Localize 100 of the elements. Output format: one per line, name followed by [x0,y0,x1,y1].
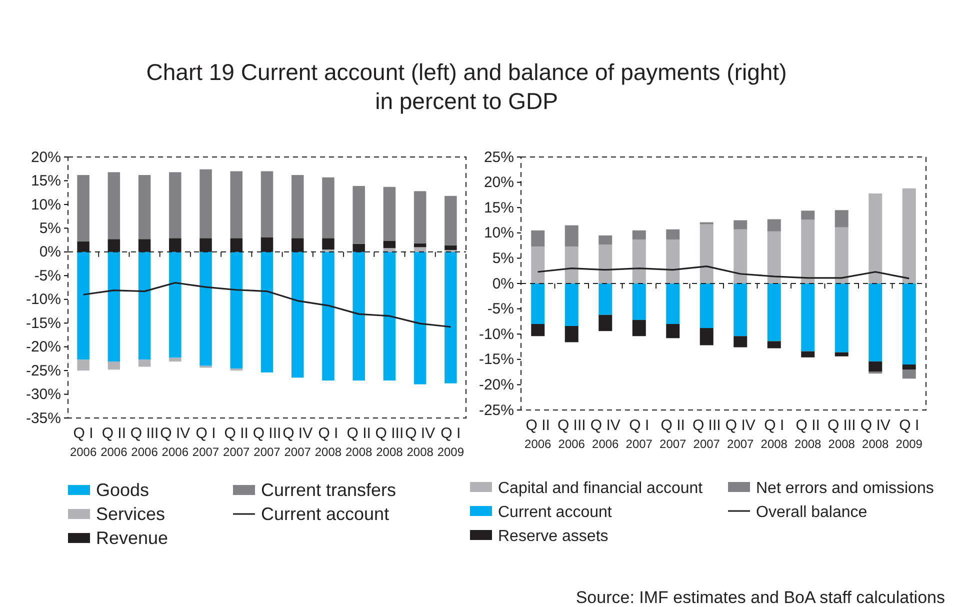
bar [700,284,714,328]
bar [291,175,304,238]
bar [531,230,545,247]
legend-label: Current account [498,504,612,521]
y-tick-label: -10% [478,326,514,343]
y-tick-label: -20% [26,338,61,356]
bar [868,193,882,284]
bar [230,252,243,369]
y-tick-label: 10% [484,224,514,242]
x-tick-label: Q II 2006 [100,425,128,459]
bar [383,248,396,252]
bar [322,177,334,238]
x-tick-label: Q III 2006 [557,417,586,451]
x-tick-label: Q II 2008 [345,425,373,459]
bar [868,284,882,362]
y-tick-label: 20% [30,148,61,166]
y-tick-label: 5% [39,220,61,237]
x-tick-label: Q III 2008 [827,417,856,451]
bar [77,175,90,242]
x-tick-label: Q IV 2006 [160,425,190,459]
x-tick-label: Q II 2008 [794,417,822,451]
bar [734,229,748,284]
bar [902,284,916,364]
legend-label: Goods [96,480,150,500]
line-series [537,265,910,280]
bar [598,284,612,315]
bar [801,351,815,358]
bar [531,324,545,336]
y-tick-label: 0% [492,275,514,292]
y-tick-label: 20% [484,174,514,192]
bar [260,252,274,372]
bar [352,252,365,381]
bar [834,210,848,228]
x-tick-label: Q I 2007 [192,425,220,459]
x-tick-label: Q I 2009 [896,417,923,451]
bar [383,252,396,381]
bar [868,361,882,372]
bar [444,196,457,246]
bar [564,246,578,284]
x-tick-label: Q III 2007 [252,425,282,459]
bar [767,231,781,284]
bar [834,227,848,284]
bar [564,326,578,342]
bar [108,362,120,370]
bar [834,352,848,356]
x-tick-label: Q I 2009 [437,425,464,459]
x-tick-label: Q I 2008 [314,425,342,459]
y-tick-label: 10% [30,196,61,214]
x-tick-label: Q IV 2006 [590,417,620,451]
y-tick-label: -25% [478,402,514,419]
bar [383,240,396,248]
bar [767,284,781,342]
bar [734,284,748,336]
bar [108,252,120,362]
legend-label: Reserve assets [498,528,608,545]
y-tick-label: -15% [478,351,514,368]
bar [77,252,90,360]
bar [902,370,916,379]
bar [666,284,680,324]
legend-label: Net errors and omissions [756,480,934,497]
bar [200,252,212,366]
bar [834,284,848,352]
bar [598,235,612,245]
source-note: Source: IMF estimates and BoA staff calculations [576,588,945,607]
bar [632,284,646,320]
y-tick-label: -5% [487,300,514,318]
legend-label: Revenue [96,528,168,548]
bar [700,224,714,284]
x-tick-label: Q II 2007 [660,417,687,451]
bar [230,171,243,238]
bar [138,175,151,240]
legend-label: Overall balance [756,504,868,521]
bar [138,252,151,360]
bar [700,328,714,346]
bar [169,172,182,238]
bar [383,186,396,241]
x-tick-label: Q IV 2007 [282,425,313,459]
y-tick-label: 15% [484,199,514,216]
x-tick-label: Q II 2007 [223,425,250,459]
y-tick-label: -10% [26,291,61,308]
bar [564,225,578,247]
bar [322,252,334,381]
bar [801,210,815,220]
line-series [82,282,452,328]
bar [666,239,680,284]
bar [531,246,545,284]
x-tick-label: Q IV 2007 [725,417,756,451]
y-tick-label: -20% [478,376,514,394]
bar [291,252,304,378]
chart-title: Chart 19 Current account (left) and balance of payments (right) in percent to GDP [146,59,787,114]
x-tick-label: Q IV 2008 [405,425,436,459]
bar [902,188,916,284]
bar [734,336,748,348]
bar [414,191,426,244]
bar [77,360,90,371]
bar [564,284,578,326]
bar [138,360,151,367]
bar [666,324,680,338]
x-tick-label: Q III 2006 [130,425,159,459]
bar [200,169,212,238]
